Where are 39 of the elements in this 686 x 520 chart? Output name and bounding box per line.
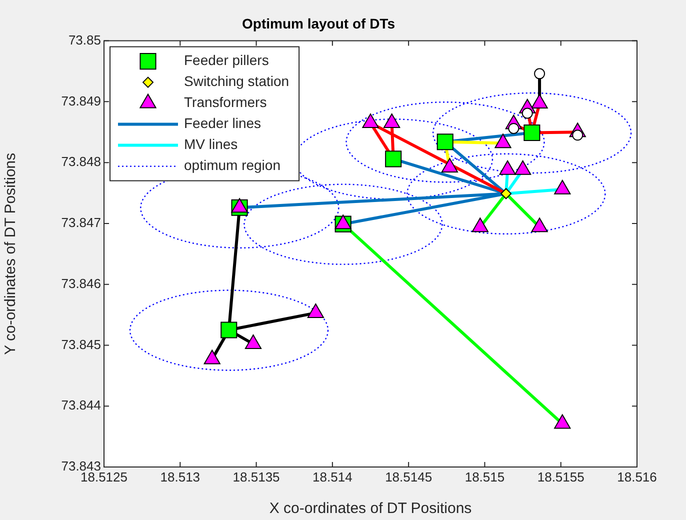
point — [441, 158, 458, 172]
point — [514, 160, 532, 175]
point — [231, 198, 248, 213]
x-tick-label: 18.516 — [617, 469, 657, 484]
y-tick-label: 73.849 — [61, 93, 101, 108]
y-axis-title: Y co-ordinates of DT Positions — [2, 152, 20, 355]
x-tick-label: 18.515 — [464, 469, 505, 484]
point — [472, 218, 488, 232]
point — [244, 334, 262, 350]
point — [204, 350, 220, 364]
y-tick-label: 73.85 — [68, 32, 101, 48]
point — [307, 303, 324, 318]
point — [362, 113, 379, 128]
y-tick-label: 73.848 — [61, 154, 101, 170]
y-tick-label: 73.846 — [61, 276, 101, 291]
x-tick-label: 18.5155 — [537, 469, 584, 484]
y-tick-label: 73.847 — [61, 215, 101, 230]
point — [499, 160, 516, 175]
point — [531, 218, 548, 232]
point — [554, 414, 571, 429]
legend-label: Switching station — [184, 73, 290, 90]
point — [384, 113, 400, 128]
annotation: optimum region — [184, 157, 280, 174]
legend-label: Transformers — [184, 94, 267, 110]
x-tick-label: 18.5135 — [232, 469, 280, 484]
legend-label: Feeder pillers — [184, 52, 269, 68]
chart-title: Optimum layout of DTs — [242, 15, 396, 32]
legend-label: MV lines — [184, 136, 238, 152]
x-tick-label: 18.513 — [160, 469, 200, 484]
point — [334, 214, 352, 230]
x-tick-label: 18.5145 — [385, 469, 432, 484]
point — [531, 94, 548, 109]
y-tick-label: 73.845 — [61, 336, 101, 352]
point — [494, 134, 512, 148]
legend-label: Feeder lines — [184, 115, 262, 132]
x-tick-label: 18.514 — [312, 469, 352, 484]
point — [554, 180, 571, 194]
x-axis-title: X co-ordinates of DT Positions — [269, 500, 472, 518]
y-tick-label: 73.844 — [61, 398, 101, 413]
